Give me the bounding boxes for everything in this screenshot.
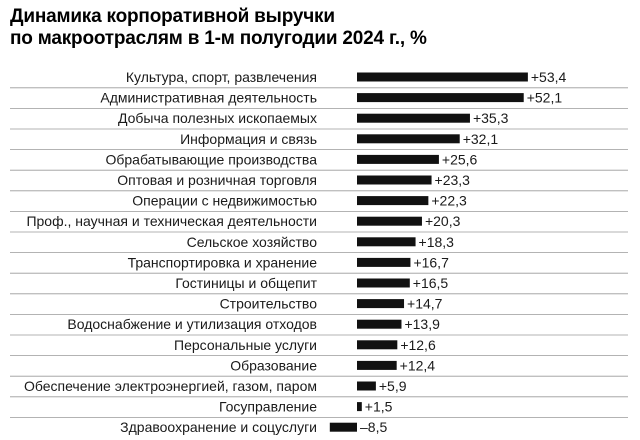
bar <box>357 134 460 144</box>
value-label: +1,5 <box>365 399 393 415</box>
category-label: Административная деятельность <box>100 90 317 106</box>
chart-title-line-2: по макроотраслям в 1-м полугодии 2024 г.… <box>10 28 427 49</box>
bar <box>357 381 376 391</box>
category-label: Обеспечение электроэнергией, газом, паро… <box>24 378 317 394</box>
value-label: +35,3 <box>473 110 509 126</box>
bar <box>357 278 410 288</box>
bar <box>357 113 470 123</box>
category-label: Обрабатывающие производства <box>105 151 317 167</box>
value-label: +53,4 <box>531 69 567 85</box>
bar <box>357 402 362 412</box>
bar <box>357 257 411 267</box>
bar <box>357 175 432 185</box>
value-label: +23,3 <box>435 172 471 188</box>
bar <box>357 360 397 370</box>
category-label: Добыча полезных ископаемых <box>118 110 317 126</box>
category-label: Водоснабжение и утилизация отходов <box>67 316 317 332</box>
value-label: +18,3 <box>419 234 455 250</box>
value-label: +12,6 <box>400 337 436 353</box>
category-label: Госуправление <box>219 399 317 415</box>
bar <box>357 154 439 164</box>
bar <box>357 299 405 309</box>
category-label: Проф., научная и техническая деятельност… <box>26 213 317 229</box>
bar <box>357 93 524 103</box>
category-label: Культура, спорт, развлечения <box>126 69 317 85</box>
category-label: Оптовая и розничная торговля <box>117 172 317 188</box>
value-label: +20,3 <box>425 213 461 229</box>
chart-title-line-1: Динамика корпоративной выручки <box>10 6 335 27</box>
value-label: +5,9 <box>379 378 407 394</box>
bar <box>357 340 398 350</box>
value-label: +12,4 <box>400 357 436 373</box>
value-label: +13,9 <box>404 316 440 332</box>
bar <box>357 72 528 82</box>
category-label: Сельское хозяйство <box>187 234 318 250</box>
category-label: Персональные услуги <box>174 337 317 353</box>
category-label: Образование <box>230 357 317 373</box>
bar <box>357 237 416 247</box>
value-label: +14,7 <box>407 296 443 312</box>
value-label: +32,1 <box>463 131 499 147</box>
category-label: Строительство <box>220 296 318 312</box>
category-label: Гостиницы и общепит <box>175 275 317 291</box>
category-label: Транспортировка и хранение <box>128 254 318 270</box>
value-label: –8,5 <box>360 419 387 435</box>
category-label: Операции с недвижимостью <box>132 193 317 209</box>
value-label: +22,3 <box>431 193 467 209</box>
bar <box>329 422 357 432</box>
chart-title: Динамика корпоративной выручки по макроо… <box>10 6 427 50</box>
bar <box>357 319 402 329</box>
value-label: +52,1 <box>527 90 563 106</box>
value-label: +16,7 <box>413 254 449 270</box>
category-label: Информация и связь <box>180 131 317 147</box>
bar <box>357 196 429 206</box>
bar <box>357 216 422 226</box>
category-label: Здравоохранение и соцуслуги <box>120 419 317 435</box>
value-label: +16,5 <box>413 275 449 291</box>
value-label: +25,6 <box>442 151 478 167</box>
